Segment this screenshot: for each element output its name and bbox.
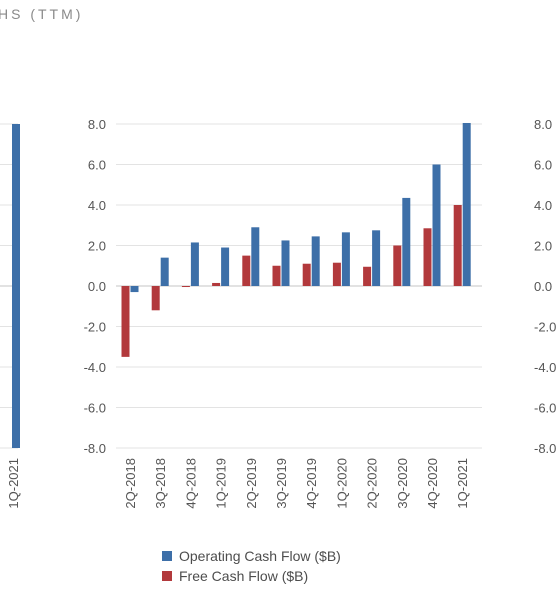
operating-cash-flow-bar (341, 232, 350, 286)
x-tick-label: 2Q-2019 (244, 458, 259, 509)
legend-swatch-free (162, 571, 172, 581)
x-tick-label: 4Q-2018 (183, 458, 198, 509)
right-y-tick-label: 6.0 (534, 158, 552, 173)
left-x-tick-label: 1Q-2021 (6, 458, 21, 509)
right-y-tick-label: 2.0 (534, 239, 552, 254)
free-cash-flow-bar (453, 205, 462, 286)
operating-cash-flow-bar (251, 227, 260, 286)
x-tick-label: 4Q-2019 (304, 458, 319, 509)
right-y-tick-label: 0.0 (534, 279, 552, 294)
free-cash-flow-bar (272, 265, 281, 286)
free-cash-flow-bar (393, 245, 402, 286)
legend-item-free: Free Cash Flow ($B) (162, 566, 341, 586)
right-y-tick-label: -2.0 (534, 320, 556, 335)
y-tick-label: -2.0 (84, 320, 106, 335)
operating-cash-flow-bar (160, 257, 169, 286)
y-tick-label: 8.0 (88, 117, 106, 132)
y-tick-label: 2.0 (88, 239, 106, 254)
left-operating-bar (12, 124, 20, 448)
x-tick-label: 4Q-2020 (425, 458, 440, 509)
y-tick-label: -8.0 (84, 441, 106, 456)
operating-cash-flow-bar (130, 286, 139, 293)
x-tick-label: 2Q-2020 (365, 458, 380, 509)
legend-swatch-operating (162, 551, 172, 561)
free-cash-flow-bar (302, 263, 311, 286)
right-y-tick-label: 4.0 (534, 198, 552, 213)
legend-label-operating: Operating Cash Flow ($B) (179, 548, 341, 564)
right-y-tick-label: -4.0 (534, 360, 556, 375)
y-tick-label: -4.0 (84, 360, 106, 375)
operating-cash-flow-bar (311, 236, 320, 286)
legend: Operating Cash Flow ($B) Free Cash Flow … (162, 546, 341, 586)
right-y-tick-label: 8.0 (534, 117, 552, 132)
operating-cash-flow-bar (221, 247, 230, 286)
x-tick-label: 3Q-2019 (274, 458, 289, 509)
operating-cash-flow-bar (462, 122, 471, 286)
free-cash-flow-bar (332, 262, 341, 286)
x-tick-label: 2Q-2018 (123, 458, 138, 509)
x-tick-label: 1Q-2021 (455, 458, 470, 509)
free-cash-flow-bar (212, 282, 221, 286)
chart-title: HS (TTM) (0, 6, 84, 22)
operating-cash-flow-bar (281, 240, 290, 286)
y-tick-label: 4.0 (88, 198, 106, 213)
y-tick-label: 6.0 (88, 158, 106, 173)
operating-cash-flow-bar (372, 230, 381, 286)
free-cash-flow-bar (181, 286, 190, 288)
free-cash-flow-bar (121, 286, 130, 357)
operating-cash-flow-bar (432, 164, 441, 286)
free-cash-flow-bar (423, 228, 432, 286)
y-tick-label: 0.0 (88, 279, 106, 294)
operating-cash-flow-bar (190, 242, 199, 286)
free-cash-flow-bar (363, 266, 372, 286)
free-cash-flow-bar (151, 286, 160, 311)
legend-item-operating: Operating Cash Flow ($B) (162, 546, 341, 566)
x-tick-label: 3Q-2020 (395, 458, 410, 509)
y-tick-label: -6.0 (84, 401, 106, 416)
right-y-tick-label: -8.0 (534, 441, 556, 456)
free-cash-flow-bar (242, 255, 251, 286)
x-tick-label: 3Q-2018 (153, 458, 168, 509)
x-tick-label: 1Q-2020 (334, 458, 349, 509)
right-y-tick-label: -6.0 (534, 401, 556, 416)
operating-cash-flow-bar (402, 197, 411, 286)
legend-label-free: Free Cash Flow ($B) (179, 568, 309, 584)
x-tick-label: 1Q-2019 (214, 458, 229, 509)
